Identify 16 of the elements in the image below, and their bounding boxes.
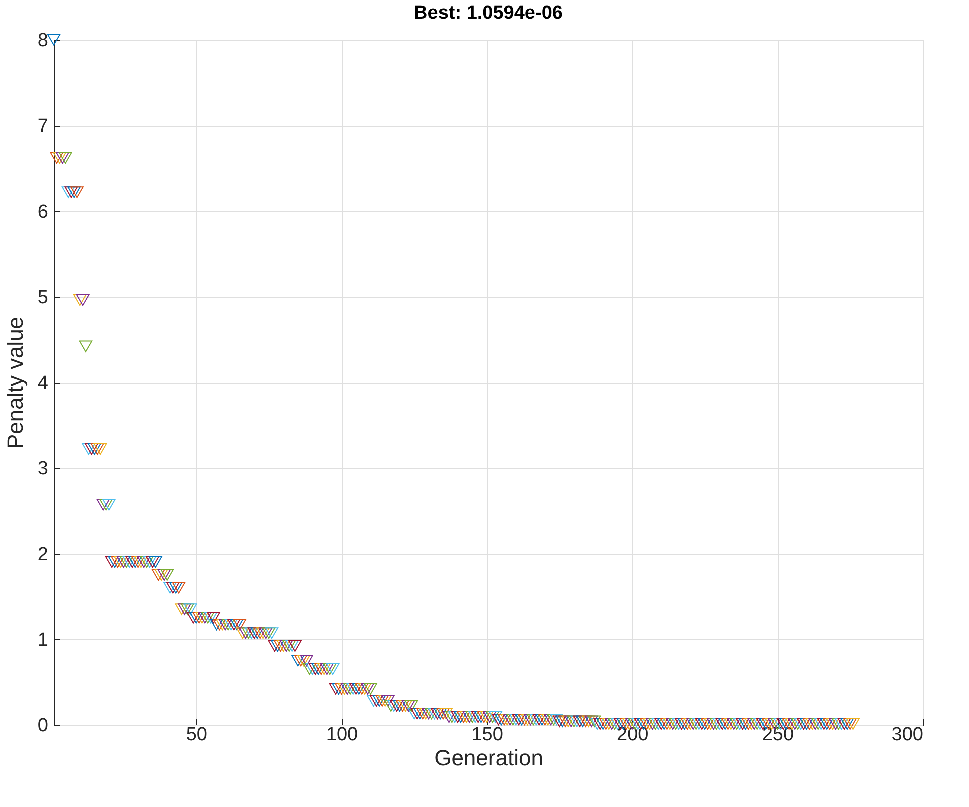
y-tick-label: 0 [38,716,48,736]
y-tick-label: 8 [38,30,48,52]
y-tick-label: 3 [38,458,48,480]
x-tick-label: 50 [186,724,208,746]
x-tick-label: 150 [472,724,504,746]
x-tick-label: 300 [892,724,924,746]
y-tick-label: 5 [38,287,48,308]
y-tick-label: 4 [38,373,49,394]
y-tick-label: 7 [38,116,48,138]
y-tick-label: 2 [38,544,48,566]
chart-title: Best: 1.0594e-06 [414,3,563,24]
x-axis-title: Generation [434,746,544,770]
y-axis-title: Penalty value [2,316,28,450]
y-tick-label: 1 [38,630,48,651]
x-tick-label: 100 [326,724,358,746]
y-tick-label: 6 [38,202,48,223]
